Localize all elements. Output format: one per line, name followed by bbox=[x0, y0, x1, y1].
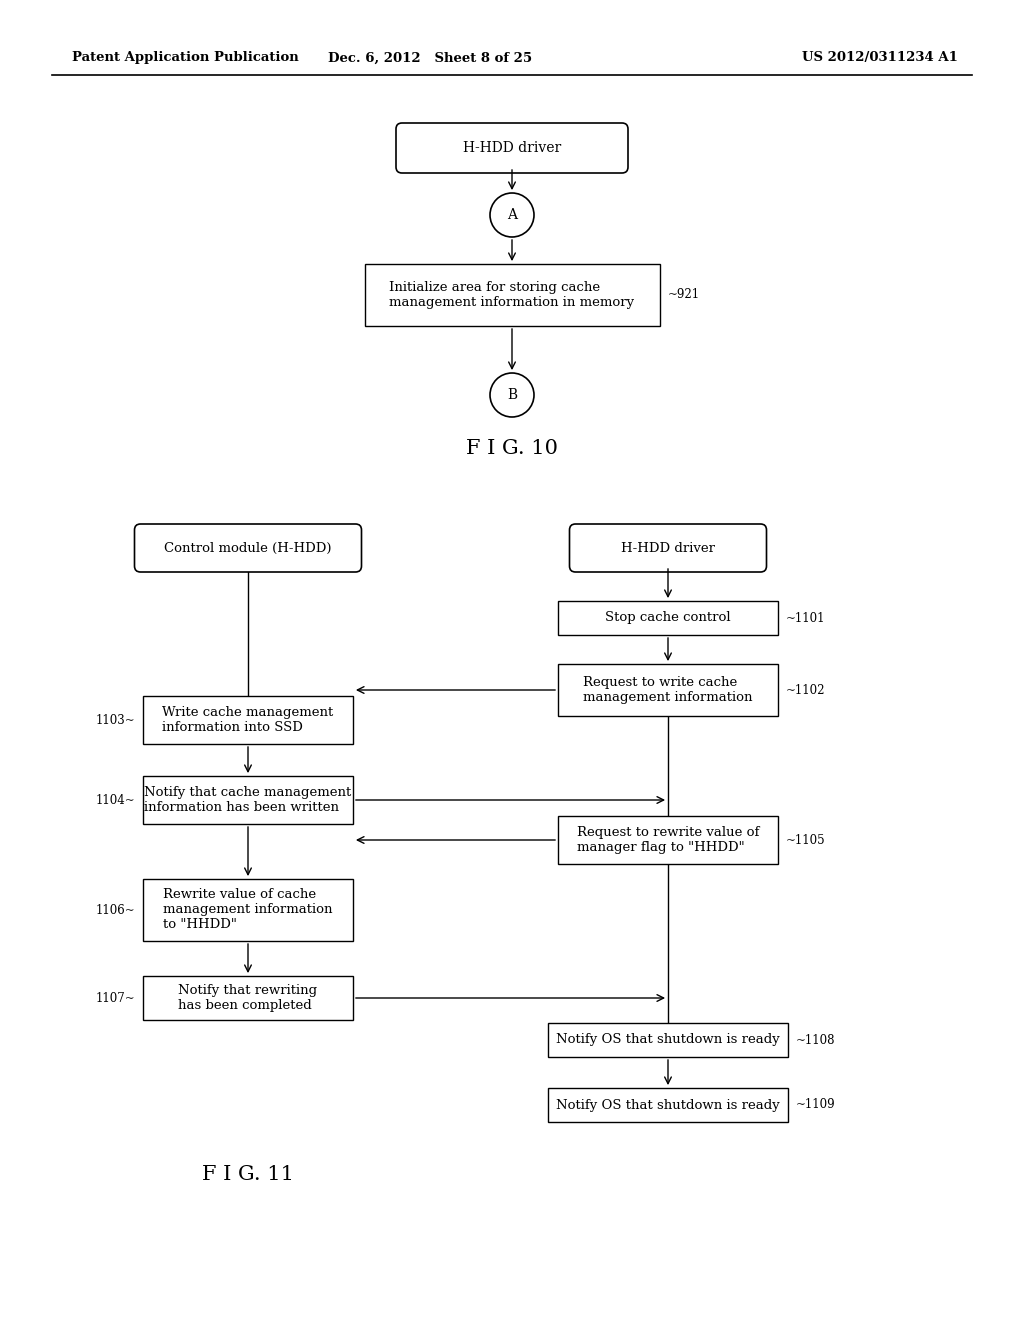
Text: B: B bbox=[507, 388, 517, 403]
FancyBboxPatch shape bbox=[143, 879, 353, 941]
Text: Request to write cache
management information: Request to write cache management inform… bbox=[584, 676, 753, 704]
Text: A: A bbox=[507, 209, 517, 222]
FancyBboxPatch shape bbox=[548, 1023, 788, 1057]
Text: 1103~: 1103~ bbox=[95, 714, 135, 726]
Circle shape bbox=[490, 193, 534, 238]
Text: Request to rewrite value of
manager flag to "HHDD": Request to rewrite value of manager flag… bbox=[577, 826, 759, 854]
Text: ~1102: ~1102 bbox=[786, 684, 825, 697]
Text: Notify OS that shutdown is ready: Notify OS that shutdown is ready bbox=[556, 1098, 780, 1111]
Text: H-HDD driver: H-HDD driver bbox=[463, 141, 561, 154]
Circle shape bbox=[490, 374, 534, 417]
Text: Rewrite value of cache
management information
to "HHDD": Rewrite value of cache management inform… bbox=[163, 888, 333, 932]
FancyBboxPatch shape bbox=[143, 776, 353, 824]
Text: ~1105: ~1105 bbox=[786, 833, 825, 846]
Text: Stop cache control: Stop cache control bbox=[605, 611, 731, 624]
FancyBboxPatch shape bbox=[558, 816, 778, 865]
Text: Notify that cache management
information has been written: Notify that cache management information… bbox=[144, 785, 351, 814]
FancyBboxPatch shape bbox=[558, 601, 778, 635]
FancyBboxPatch shape bbox=[143, 975, 353, 1020]
Text: Initialize area for storing cache
management information in memory: Initialize area for storing cache manage… bbox=[389, 281, 635, 309]
Text: Control module (H-HDD): Control module (H-HDD) bbox=[164, 541, 332, 554]
FancyBboxPatch shape bbox=[548, 1088, 788, 1122]
Text: ~921: ~921 bbox=[668, 289, 699, 301]
Text: ~1108: ~1108 bbox=[796, 1034, 836, 1047]
FancyBboxPatch shape bbox=[365, 264, 659, 326]
Text: 1107~: 1107~ bbox=[95, 991, 135, 1005]
Text: US 2012/0311234 A1: US 2012/0311234 A1 bbox=[802, 51, 957, 65]
Text: Notify OS that shutdown is ready: Notify OS that shutdown is ready bbox=[556, 1034, 780, 1047]
FancyBboxPatch shape bbox=[143, 696, 353, 744]
FancyBboxPatch shape bbox=[134, 524, 361, 572]
Text: Patent Application Publication: Patent Application Publication bbox=[72, 51, 299, 65]
Text: ~1109: ~1109 bbox=[796, 1098, 836, 1111]
FancyBboxPatch shape bbox=[558, 664, 778, 715]
Text: Notify that rewriting
has been completed: Notify that rewriting has been completed bbox=[178, 983, 317, 1012]
FancyBboxPatch shape bbox=[569, 524, 767, 572]
Text: ~1101: ~1101 bbox=[786, 611, 825, 624]
Text: H-HDD driver: H-HDD driver bbox=[621, 541, 715, 554]
Text: F I G. 10: F I G. 10 bbox=[466, 438, 558, 458]
Text: Dec. 6, 2012   Sheet 8 of 25: Dec. 6, 2012 Sheet 8 of 25 bbox=[328, 51, 532, 65]
Text: Write cache management
information into SSD: Write cache management information into … bbox=[163, 706, 334, 734]
Text: F I G. 11: F I G. 11 bbox=[202, 1166, 294, 1184]
Text: 1106~: 1106~ bbox=[95, 903, 135, 916]
FancyBboxPatch shape bbox=[396, 123, 628, 173]
Text: 1104~: 1104~ bbox=[95, 793, 135, 807]
